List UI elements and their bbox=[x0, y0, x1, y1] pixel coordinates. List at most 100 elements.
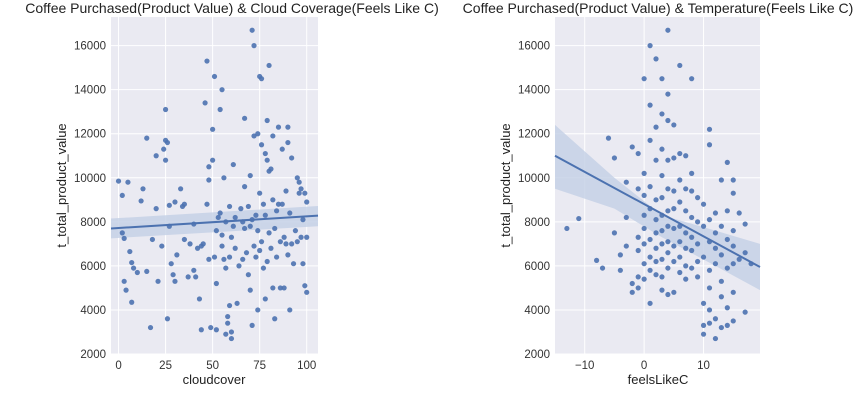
data-point bbox=[296, 179, 302, 185]
data-point bbox=[172, 199, 178, 205]
data-point bbox=[210, 157, 216, 163]
data-point bbox=[653, 124, 659, 130]
x-axis-label: cloudcover bbox=[183, 372, 247, 387]
data-point bbox=[712, 210, 719, 216]
data-point bbox=[677, 62, 683, 69]
data-point bbox=[653, 230, 659, 236]
data-point bbox=[242, 184, 248, 190]
data-point bbox=[730, 243, 736, 249]
data-point bbox=[718, 324, 724, 331]
data-point bbox=[208, 324, 214, 331]
data-point bbox=[695, 219, 701, 225]
data-point bbox=[724, 322, 730, 328]
data-point bbox=[281, 285, 287, 291]
y-tick-label: 2000 bbox=[80, 349, 106, 361]
data-point bbox=[264, 258, 270, 265]
data-point bbox=[647, 43, 653, 49]
data-point bbox=[617, 267, 623, 273]
data-point bbox=[304, 234, 310, 240]
data-point bbox=[653, 258, 659, 265]
data-point bbox=[623, 243, 629, 249]
data-point bbox=[258, 142, 265, 148]
data-point bbox=[251, 243, 257, 249]
data-point bbox=[671, 289, 677, 295]
data-point bbox=[683, 276, 689, 282]
data-point bbox=[700, 322, 707, 328]
data-point bbox=[285, 124, 291, 130]
scatter-points bbox=[564, 27, 754, 342]
data-point bbox=[119, 192, 125, 199]
data-point bbox=[164, 139, 171, 146]
data-point bbox=[689, 234, 695, 240]
chart-feelslikec: −10 0 10 2000 4000 6000 8000 10000 12000 14000 16… bbox=[463, 0, 854, 387]
data-point bbox=[255, 131, 261, 137]
data-point bbox=[695, 195, 701, 201]
data-point bbox=[115, 178, 122, 184]
data-point bbox=[162, 157, 169, 163]
data-point bbox=[298, 186, 304, 192]
data-point bbox=[166, 202, 172, 208]
data-point bbox=[635, 274, 641, 280]
data-point bbox=[689, 188, 695, 194]
data-point bbox=[236, 263, 242, 269]
data-point bbox=[153, 206, 159, 212]
data-point bbox=[689, 76, 695, 82]
data-point bbox=[730, 261, 736, 267]
data-point bbox=[647, 300, 653, 306]
data-point bbox=[274, 254, 280, 260]
data-point bbox=[695, 274, 701, 280]
data-point bbox=[234, 300, 240, 306]
data-point bbox=[689, 214, 695, 221]
data-point bbox=[659, 287, 665, 293]
y-tick-label: 14000 bbox=[518, 85, 550, 97]
data-point bbox=[647, 184, 653, 190]
data-point bbox=[285, 139, 291, 146]
data-point bbox=[206, 164, 212, 170]
data-point bbox=[683, 245, 689, 251]
data-point bbox=[712, 316, 719, 322]
data-point bbox=[671, 243, 677, 249]
data-point bbox=[194, 245, 201, 251]
y-tick-labels: 2000 4000 6000 8000 10000 12000 14000 16000 bbox=[518, 41, 550, 361]
data-point bbox=[665, 117, 671, 124]
data-point bbox=[718, 252, 724, 258]
data-point bbox=[260, 201, 267, 207]
data-point bbox=[262, 212, 268, 218]
data-point bbox=[706, 126, 713, 132]
data-point bbox=[172, 278, 178, 284]
data-point bbox=[221, 175, 227, 181]
y-tick-label: 12000 bbox=[518, 129, 550, 141]
data-point bbox=[689, 247, 695, 254]
data-point bbox=[706, 320, 713, 326]
y-tick-label: 6000 bbox=[524, 261, 550, 273]
data-point bbox=[718, 294, 724, 300]
data-point bbox=[623, 179, 629, 185]
data-point bbox=[611, 155, 618, 161]
data-point bbox=[665, 27, 671, 33]
data-point bbox=[659, 256, 665, 262]
data-point bbox=[659, 241, 665, 247]
data-point bbox=[647, 254, 653, 260]
regression-line-path bbox=[110, 214, 319, 230]
x-tick-labels: 0 25 50 75 100 bbox=[115, 360, 316, 372]
data-point bbox=[730, 190, 736, 196]
data-point bbox=[266, 62, 272, 69]
data-point bbox=[264, 157, 270, 163]
data-point bbox=[659, 146, 665, 152]
data-point bbox=[712, 261, 719, 267]
data-point bbox=[294, 239, 300, 245]
data-point bbox=[204, 58, 210, 64]
plot-area bbox=[111, 17, 318, 354]
data-point bbox=[161, 146, 167, 152]
data-point bbox=[718, 177, 724, 183]
data-point bbox=[159, 243, 165, 249]
data-point bbox=[238, 206, 244, 212]
data-point bbox=[706, 217, 713, 223]
data-point bbox=[270, 133, 276, 139]
data-point bbox=[659, 228, 665, 234]
data-point bbox=[228, 329, 235, 335]
data-point bbox=[724, 236, 730, 243]
data-point bbox=[258, 76, 265, 82]
data-point bbox=[272, 316, 278, 322]
data-point bbox=[258, 239, 265, 245]
